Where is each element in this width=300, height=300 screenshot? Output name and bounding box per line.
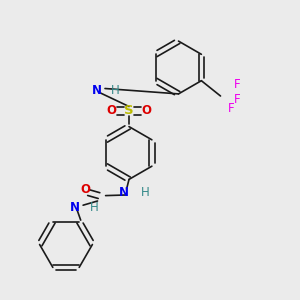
Text: N: N (70, 201, 80, 214)
Text: F: F (228, 102, 235, 115)
Text: H: H (140, 185, 149, 199)
Text: N: N (92, 83, 102, 97)
Text: F: F (233, 77, 240, 91)
Text: O: O (106, 104, 117, 118)
Text: O: O (141, 104, 152, 118)
Text: N: N (119, 185, 129, 199)
Text: F: F (233, 93, 240, 106)
Text: H: H (90, 201, 99, 214)
Text: H: H (111, 83, 120, 97)
Text: S: S (124, 104, 134, 118)
Text: O: O (80, 183, 91, 196)
